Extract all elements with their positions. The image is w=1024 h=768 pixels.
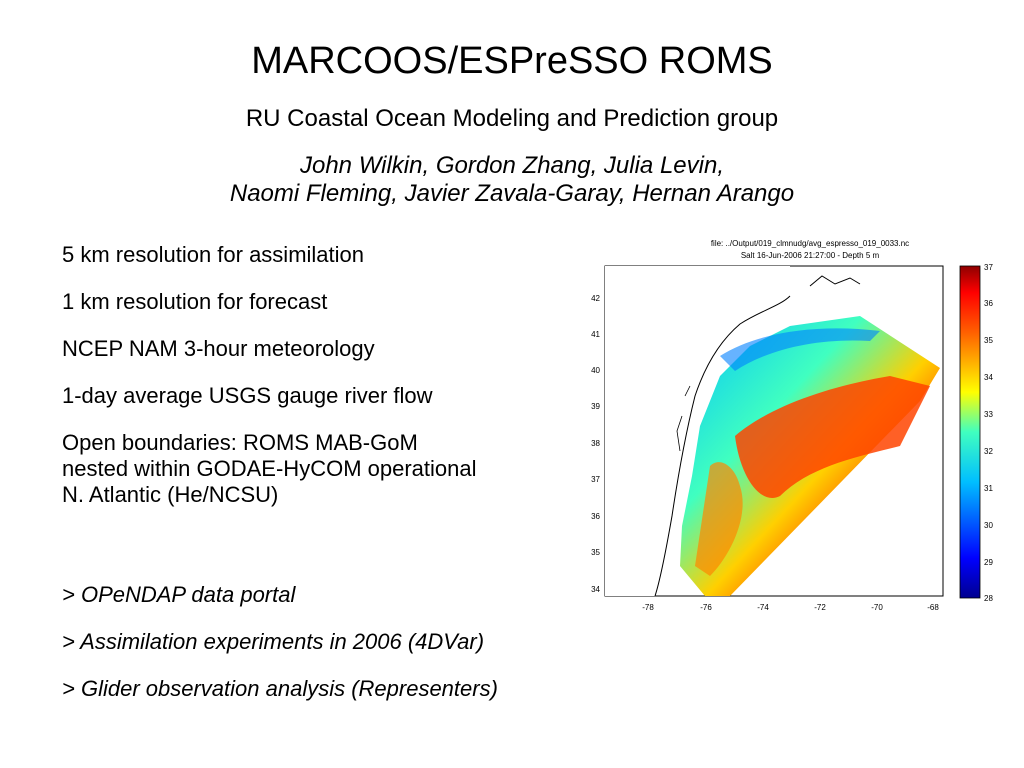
x-tick-label: -74 [757,603,769,612]
y-tick-label: 40 [591,366,600,375]
x-tick-label: -68 [927,603,939,612]
salinity-map-figure: file: ../Output/019_clmnudg/avg_espresso… [591,239,993,612]
x-tick-label: -70 [871,603,883,612]
author-list: John Wilkin, Gordon Zhang, Julia Levin, … [0,152,1024,208]
list-item-text: nested within GODAE-HyCOM operational [62,456,477,481]
colorbar-ticks: 37 36 35 34 33 32 31 30 29 28 [984,263,993,603]
model-config-list: 5 km resolution for assimilation 1 km re… [62,242,562,529]
colorbar-tick-label: 31 [984,484,993,493]
colorbar-tick-label: 34 [984,373,993,382]
list-item: 1-day average USGS gauge river flow [62,383,562,409]
model-domain [605,266,940,596]
colorbar-tick-label: 32 [984,447,993,456]
land-area [605,266,790,596]
x-tick-label: -76 [700,603,712,612]
colorbar-tick-label: 35 [984,336,993,345]
colorbar-tick-label: 33 [984,410,993,419]
list-item: 5 km resolution for assimilation [62,242,562,268]
author-line: John Wilkin, Gordon Zhang, Julia Levin, [299,152,724,179]
list-item-text: 5 km resolution for assimilation [62,242,365,267]
cape-cod-outline [809,275,861,287]
x-tick-label: -78 [642,603,654,612]
list-item-text: Open boundaries: ROMS MAB-GoM [62,430,418,455]
assimilation-experiments-link[interactable]: > Assimilation experiments in 2006 (4DVa… [62,629,485,654]
y-tick-label: 37 [591,475,600,484]
y-tick-label: 42 [591,294,600,303]
coastal-low-salinity [720,328,880,371]
slide-title: MARCOOS/ESPreSSO ROMS [251,40,773,82]
list-item: 1 km resolution for forecast [62,289,562,315]
link-list: > OPeNDAP data portal > Assimilation exp… [62,582,602,723]
list-item-text: NCEP NAM 3-hour meteorology [62,336,375,361]
y-tick-label: 34 [591,585,600,594]
x-tick-label: -72 [814,603,826,612]
list-item-text: 1 km resolution for forecast [62,289,328,314]
colorbar-tick-label: 29 [984,558,993,567]
coastline [654,295,791,596]
opendap-portal-link[interactable]: > OPeNDAP data portal [62,582,296,607]
colorbar-tick-label: 28 [984,594,993,603]
colorbar [959,265,981,599]
list-item: NCEP NAM 3-hour meteorology [62,336,562,362]
list-item-text: 1-day average USGS gauge river flow [62,383,433,408]
warm-eddy [735,376,930,498]
bay-outline [676,385,691,452]
colorbar-tick-label: 37 [984,263,993,272]
figure-file-label: file: ../Output/019_clmnudg/avg_espresso… [711,239,909,248]
author-line: Naomi Fleming, Javier Zavala-Garay, Hern… [229,180,795,207]
list-item: Open boundaries: ROMS MAB-GoM nested wit… [62,430,562,508]
x-axis-ticks: -78 -76 -74 -72 -70 -68 [642,603,939,612]
colorbar-tick-label: 36 [984,299,993,308]
y-tick-label: 39 [591,402,600,411]
figure-caption: Salt 16-Jun-2006 21:27:00 - Depth 5 m [741,251,880,260]
y-tick-label: 35 [591,548,600,557]
y-tick-label: 41 [591,330,600,339]
glider-analysis-link[interactable]: > Glider observation analysis (Represent… [62,676,498,701]
y-tick-label: 38 [591,439,600,448]
slide-subtitle: RU Coastal Ocean Modeling and Prediction… [245,105,779,132]
y-axis-ticks: 42 41 40 39 38 37 36 35 34 [591,294,600,594]
y-tick-label: 36 [591,512,600,521]
colorbar-tick-label: 30 [984,521,993,530]
shelf-break-front [695,462,743,576]
list-item-text: N. Atlantic (He/NCSU) [62,482,279,507]
